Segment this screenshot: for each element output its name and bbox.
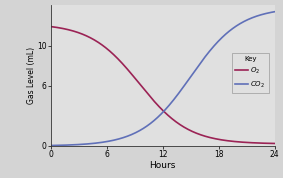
$O_2$ [49, 25, 53, 28]
$O_2$ [273, 142, 276, 145]
Legend: $O_2$, $CO_2$: $O_2$, $CO_2$ [231, 53, 269, 93]
$O_2$ [182, 126, 186, 128]
X-axis label: Hours: Hours [149, 161, 176, 169]
Line: $O_2$: $O_2$ [51, 27, 275, 143]
Y-axis label: Gas Level (mL): Gas Level (mL) [27, 47, 36, 104]
$O_2$ [233, 140, 236, 143]
$CO_2$ [267, 12, 271, 14]
$CO_2$ [170, 101, 173, 103]
$CO_2$ [155, 117, 159, 119]
$O_2$ [157, 105, 160, 107]
$CO_2$ [49, 144, 53, 146]
$CO_2$ [273, 11, 276, 13]
$CO_2$ [157, 116, 160, 118]
$O_2$ [155, 103, 159, 106]
Line: $CO_2$: $CO_2$ [51, 12, 275, 145]
$O_2$ [170, 117, 173, 120]
$O_2$ [267, 142, 271, 144]
$CO_2$ [233, 26, 236, 28]
$CO_2$ [182, 85, 186, 87]
